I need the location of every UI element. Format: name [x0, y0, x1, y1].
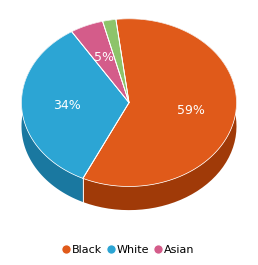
Text: 5%: 5% — [94, 51, 115, 64]
Polygon shape — [83, 19, 237, 187]
Polygon shape — [21, 32, 83, 202]
Polygon shape — [103, 19, 116, 45]
Polygon shape — [72, 21, 103, 55]
Polygon shape — [72, 21, 129, 103]
Polygon shape — [83, 19, 237, 210]
Legend: Black, White, Asian: Black, White, Asian — [59, 240, 199, 259]
Text: 59%: 59% — [177, 104, 205, 117]
Polygon shape — [21, 32, 129, 178]
Polygon shape — [103, 19, 129, 103]
Text: 34%: 34% — [53, 99, 81, 112]
